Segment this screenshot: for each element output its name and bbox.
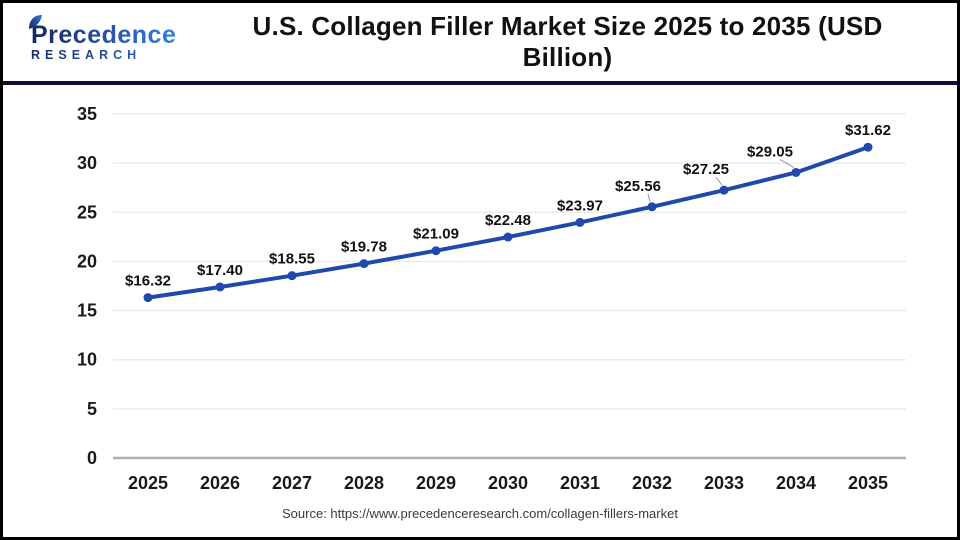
y-tick-label: 5: [87, 399, 97, 419]
data-point: [719, 185, 729, 195]
y-tick-label: 0: [87, 448, 97, 468]
data-point: [863, 142, 873, 152]
label-leader-line: [647, 193, 651, 202]
x-tick-label: 2025: [128, 473, 168, 493]
data-label: $23.97: [557, 197, 603, 214]
data-label: $22.48: [485, 212, 531, 229]
y-tick-label: 15: [77, 301, 97, 321]
label-leader-line: [779, 158, 795, 169]
data-label: $16.32: [125, 273, 171, 290]
chart-area: 0 5 10 15 20 25 30 35 2025 2026 2027 2028 2029 2030 20…: [3, 85, 957, 537]
x-tick-label: 2035: [848, 473, 888, 493]
y-tick-label: 20: [77, 251, 97, 271]
logo-subtitle: RESEARCH: [31, 48, 216, 62]
leaf-icon: [29, 14, 42, 29]
y-tick-label: 35: [77, 104, 97, 124]
x-tick-label: 2034: [776, 473, 816, 493]
data-point: [575, 217, 585, 227]
x-tick-label: 2026: [200, 473, 240, 493]
data-point: [431, 246, 441, 256]
data-label: $18.55: [269, 251, 315, 268]
x-tick-label: 2032: [632, 473, 672, 493]
label-leader-line: [715, 176, 723, 186]
data-point: [143, 293, 153, 303]
y-tick-label: 30: [77, 153, 97, 173]
data-point: [287, 271, 297, 281]
x-tick-label: 2027: [272, 473, 312, 493]
data-point: [215, 282, 225, 292]
data-label: $25.56: [615, 178, 661, 195]
y-tick-label: 25: [77, 202, 97, 222]
x-tick-label: 2028: [344, 473, 384, 493]
x-tick-label: 2031: [560, 473, 600, 493]
data-point: [359, 259, 369, 269]
x-tick-label: 2033: [704, 473, 744, 493]
y-tick-label: 10: [77, 350, 97, 370]
chart-title: U.S. Collagen Filler Market Size 2025 to…: [252, 11, 883, 72]
data-label: $19.78: [341, 239, 387, 256]
data-point: [503, 232, 513, 242]
data-point: [791, 167, 801, 177]
data-label: $31.62: [845, 122, 891, 139]
data-label: $21.09: [413, 226, 459, 243]
data-label: $29.05: [747, 143, 793, 160]
x-tick-label: 2029: [416, 473, 456, 493]
logo-wordmark: Precedence: [31, 20, 177, 49]
header: Precedence RESEARCH U.S. Collagen Filler…: [3, 3, 957, 81]
precedence-logo: Precedence RESEARCH: [29, 14, 216, 62]
source-citation: Source: https://www.precedenceresearch.c…: [282, 506, 678, 521]
x-tick-label: 2030: [488, 473, 528, 493]
data-label: $17.40: [197, 262, 243, 279]
header-separator: [3, 81, 957, 85]
data-label: $27.25: [683, 161, 729, 178]
data-point: [647, 202, 657, 212]
